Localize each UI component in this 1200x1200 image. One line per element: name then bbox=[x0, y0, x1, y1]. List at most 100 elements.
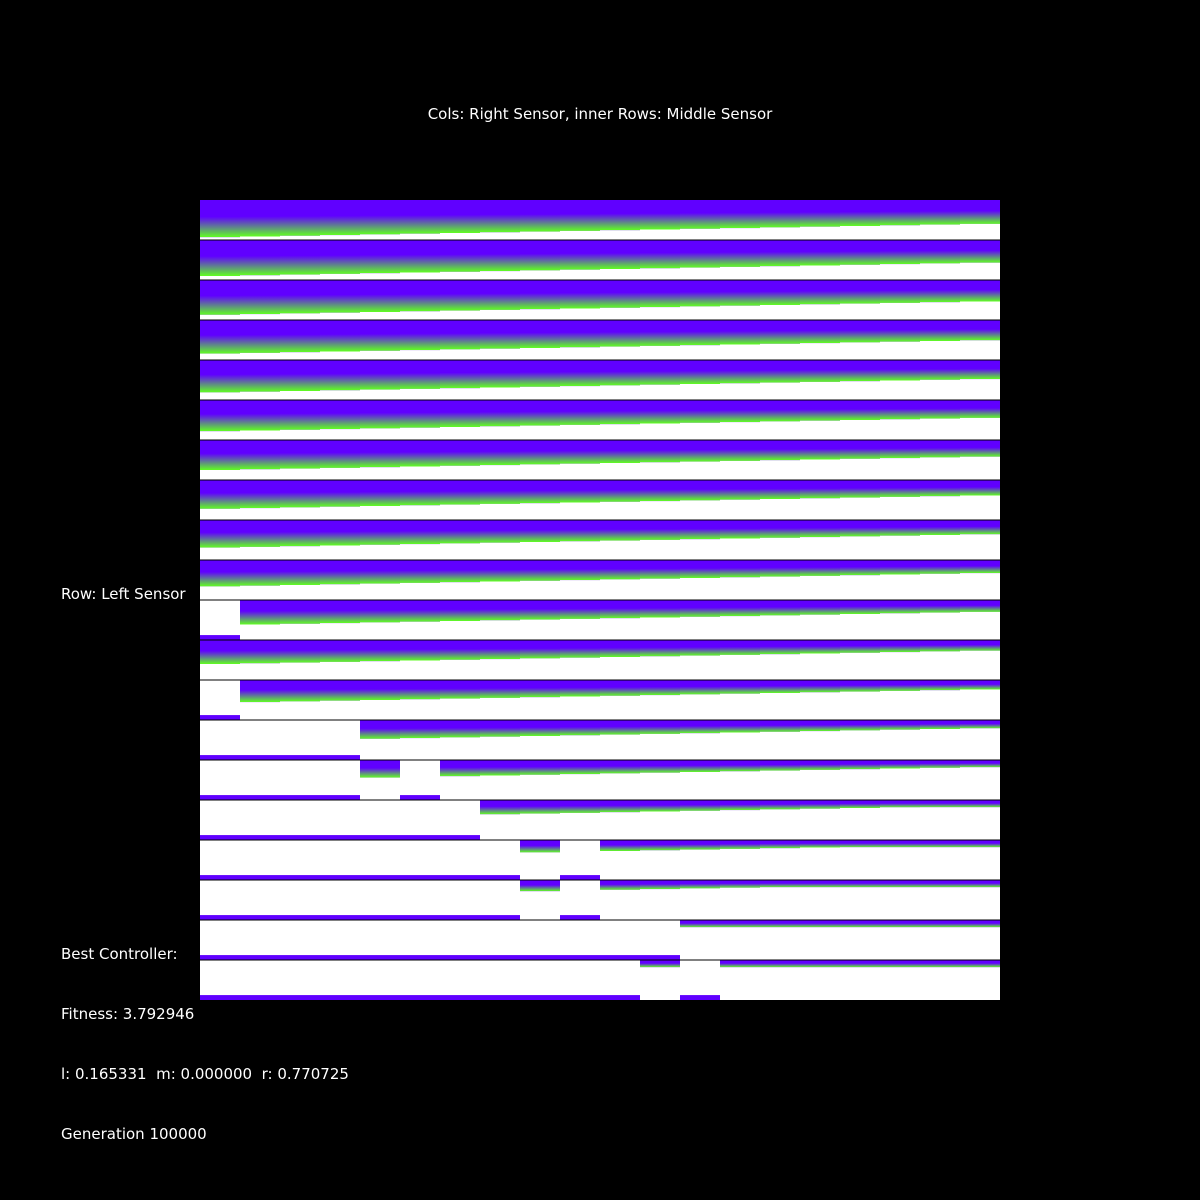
heatmap-cell bbox=[560, 960, 600, 1000]
heatmap-cell bbox=[640, 560, 680, 600]
gradient-band bbox=[400, 240, 440, 273]
gradient-band bbox=[200, 480, 240, 509]
saturated-block bbox=[680, 960, 720, 996]
heatmap-cell bbox=[840, 400, 880, 440]
gradient-band bbox=[600, 320, 640, 347]
heatmap-cell bbox=[680, 240, 720, 280]
gradient-band bbox=[320, 680, 360, 701]
heatmap-cell bbox=[600, 280, 640, 320]
gradient-band bbox=[320, 520, 360, 546]
heatmap-cell bbox=[960, 440, 1000, 480]
saturated-band bbox=[400, 427, 440, 440]
saturated-band bbox=[920, 535, 960, 560]
saturated-block bbox=[240, 760, 280, 796]
saturated-band bbox=[720, 460, 760, 480]
heatmap-cell bbox=[360, 600, 400, 640]
gradient-band bbox=[480, 200, 520, 233]
heatmap-cell bbox=[640, 960, 680, 1000]
saturated-band bbox=[240, 275, 280, 280]
saturated-block bbox=[440, 960, 480, 996]
heatmap-cell bbox=[800, 480, 840, 520]
heatmap-cell bbox=[480, 680, 520, 720]
heatmap-cell bbox=[960, 560, 1000, 600]
gradient-band bbox=[640, 880, 680, 890]
gradient-band bbox=[920, 440, 960, 458]
saturated-band bbox=[280, 701, 320, 720]
best-controller-label: Best Controller: bbox=[61, 945, 178, 963]
saturated-band bbox=[360, 389, 400, 400]
heatmap-cell bbox=[640, 280, 680, 320]
row-separator bbox=[200, 839, 1000, 841]
gradient-band bbox=[560, 760, 600, 775]
saturated-band bbox=[680, 888, 720, 920]
heatmap-cell bbox=[480, 600, 520, 640]
saturated-band bbox=[800, 614, 840, 640]
controller-heatmap bbox=[200, 200, 1000, 1000]
heatmap-cell bbox=[320, 800, 360, 840]
gradient-band bbox=[720, 520, 760, 539]
gradient-band bbox=[840, 640, 880, 653]
heatmap-cell bbox=[640, 400, 680, 440]
heatmap-cell bbox=[520, 800, 560, 840]
saturated-band bbox=[560, 502, 600, 520]
heatmap-cell bbox=[200, 800, 240, 840]
saturated-band bbox=[600, 424, 640, 440]
heatmap-cell bbox=[400, 320, 440, 360]
gradient-band bbox=[440, 560, 480, 583]
saturated-band bbox=[920, 573, 960, 600]
heatmap-cell bbox=[400, 760, 440, 800]
gradient-band bbox=[600, 280, 640, 308]
heatmap-cell bbox=[880, 320, 920, 360]
gradient-band bbox=[800, 400, 840, 421]
saturated-band bbox=[800, 731, 840, 760]
heatmap-cell bbox=[320, 480, 360, 520]
gradient-band bbox=[840, 960, 880, 968]
heatmap-cell bbox=[320, 360, 360, 400]
gradient-band bbox=[720, 720, 760, 733]
saturated-band bbox=[560, 541, 600, 560]
saturated-block bbox=[320, 720, 360, 756]
saturated-band bbox=[800, 887, 840, 920]
row-separator bbox=[200, 799, 1000, 801]
saturated-band bbox=[320, 351, 360, 360]
saturated-band bbox=[920, 847, 960, 880]
gradient-band bbox=[480, 240, 520, 272]
saturated-band bbox=[760, 421, 800, 440]
gradient-band bbox=[200, 360, 240, 393]
saturated-band bbox=[800, 343, 840, 360]
heatmap-cell bbox=[640, 720, 680, 760]
gradient-band bbox=[960, 880, 1000, 888]
saturated-band bbox=[560, 657, 600, 680]
saturated-band bbox=[240, 352, 280, 360]
gradient-band bbox=[920, 640, 960, 652]
gradient-band bbox=[800, 240, 840, 266]
heatmap-cell bbox=[760, 240, 800, 280]
saturated-band bbox=[320, 545, 360, 560]
saturated-band bbox=[760, 654, 800, 680]
heatmap-cell bbox=[200, 640, 240, 680]
saturated-band bbox=[560, 580, 600, 600]
saturated-band bbox=[400, 505, 440, 520]
heatmap-cell bbox=[280, 200, 320, 240]
gradient-band bbox=[480, 520, 520, 543]
saturated-band bbox=[760, 266, 800, 280]
heatmap-cell bbox=[320, 720, 360, 760]
gradient-band bbox=[760, 840, 800, 849]
heatmap-cell bbox=[920, 320, 960, 360]
saturated-band bbox=[640, 268, 680, 280]
heatmap-cell bbox=[640, 200, 680, 240]
gradient-band bbox=[200, 440, 240, 470]
saturated-band bbox=[680, 772, 720, 800]
heatmap-cell bbox=[800, 400, 840, 440]
heatmap-cell bbox=[840, 560, 880, 600]
heatmap-cell bbox=[440, 360, 480, 400]
saturated-band bbox=[440, 349, 480, 360]
heatmap-cell bbox=[720, 440, 760, 480]
heatmap-cell bbox=[320, 640, 360, 680]
saturated-band bbox=[520, 852, 560, 880]
gradient-band bbox=[560, 320, 600, 348]
saturated-band bbox=[480, 697, 520, 720]
saturated-band bbox=[320, 700, 360, 720]
heatmap-cell bbox=[800, 360, 840, 400]
heatmap-cell bbox=[360, 640, 400, 680]
